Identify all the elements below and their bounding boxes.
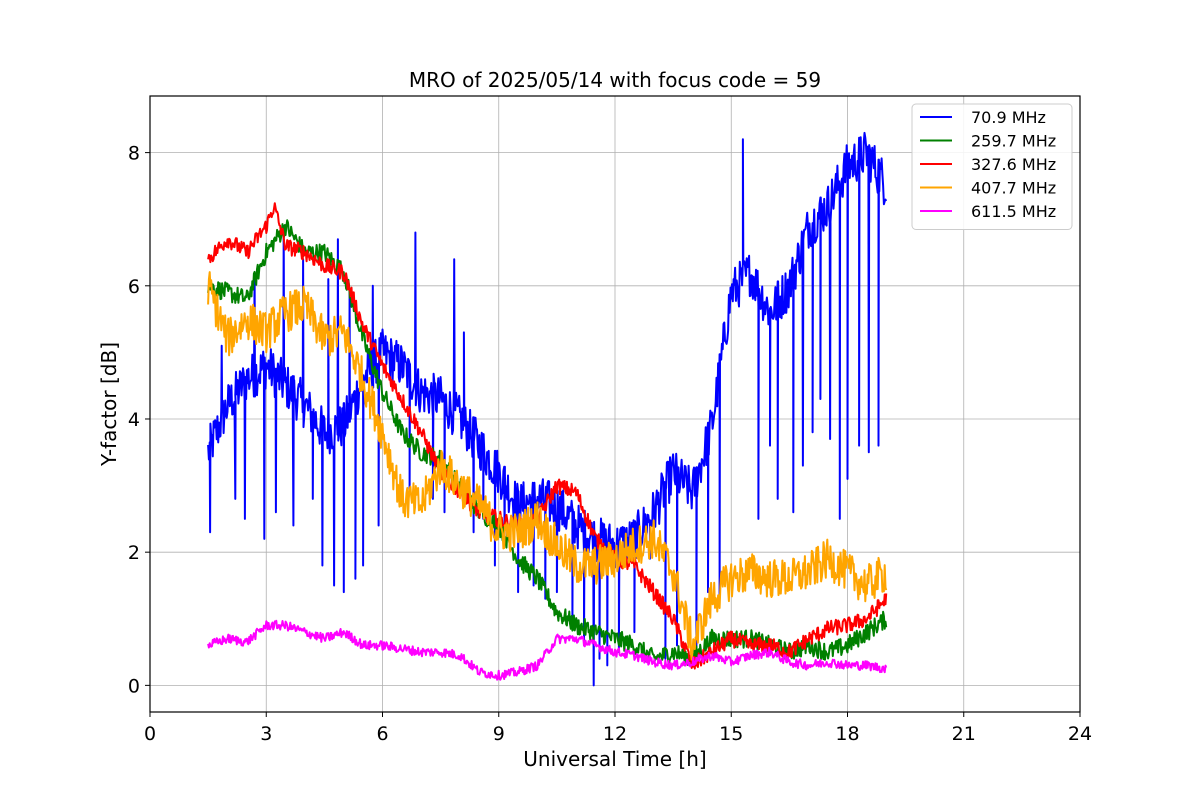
x-axis-title: Universal Time [h]	[523, 747, 706, 771]
series-line-0	[207, 131, 888, 687]
x-axis-ticks: 0 3 6 9 12 15 18 21 24	[144, 712, 1092, 745]
legend-label: 70.9 MHz	[971, 108, 1046, 127]
legend-label: 611.5 MHz	[971, 202, 1056, 221]
x-tick-label: 3	[260, 723, 272, 745]
legend-label: 259.7 MHz	[971, 132, 1056, 151]
x-tick-label: 12	[603, 723, 627, 745]
y-axis-title: Y-factor [dB]	[97, 342, 121, 467]
x-tick-label: 0	[144, 723, 156, 745]
y-tick-label: 4	[128, 409, 140, 431]
legend-label: 327.6 MHz	[971, 155, 1056, 174]
legend-box	[911, 103, 1073, 230]
legend-label: 407.7 MHz	[971, 179, 1056, 198]
series-line-2	[207, 202, 888, 670]
x-tick-label: 6	[376, 723, 388, 745]
y-tick-label: 8	[128, 143, 140, 165]
x-tick-label: 18	[835, 723, 859, 745]
plot-frame	[149, 95, 1081, 713]
series-layer	[207, 131, 888, 687]
y-tick-label: 0	[128, 675, 140, 697]
x-tick-label: 21	[952, 723, 976, 745]
y-axis-ticks: 0 2 4 6 8	[128, 143, 150, 697]
chart-title: MRO of 2025/05/14 with focus code = 59	[409, 68, 821, 92]
series-line-3	[207, 271, 888, 661]
y-tick-label: 6	[128, 276, 140, 298]
series-line-4	[207, 619, 888, 681]
x-tick-label: 15	[719, 723, 743, 745]
x-tick-label: 24	[1068, 723, 1092, 745]
legend: 70.9 MHz 259.7 MHz 327.6 MHz 407.7 MHz 611.5…	[911, 103, 1073, 230]
y-tick-label: 2	[128, 542, 140, 564]
x-tick-label: 9	[493, 723, 505, 745]
